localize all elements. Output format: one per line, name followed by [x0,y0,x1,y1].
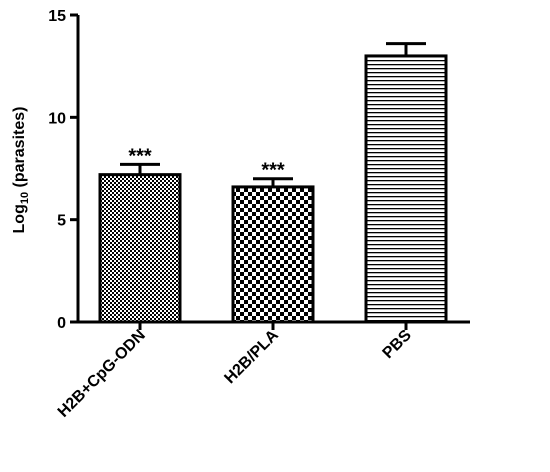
bar [231,185,315,324]
y-tick-label: 5 [57,213,66,230]
y-tick-label: 15 [48,8,66,25]
bar [98,173,182,324]
x-tick-label: H2B+CpG-ODN [55,327,149,421]
significance: *** [261,160,285,182]
y-label-sub: 10 [19,192,31,204]
y-tick-label: 0 [57,315,66,332]
y-label-rest: (parasites) [11,107,28,192]
x-tick-label: H2B/PLA [221,326,282,387]
y-label-main: Log [11,204,28,233]
y-tick-label: 10 [48,110,66,127]
bar [364,54,448,324]
y-axis-label: Log10 (parasites) [11,107,31,234]
x-tick-label: PBS [380,327,416,363]
significance: *** [128,145,152,167]
